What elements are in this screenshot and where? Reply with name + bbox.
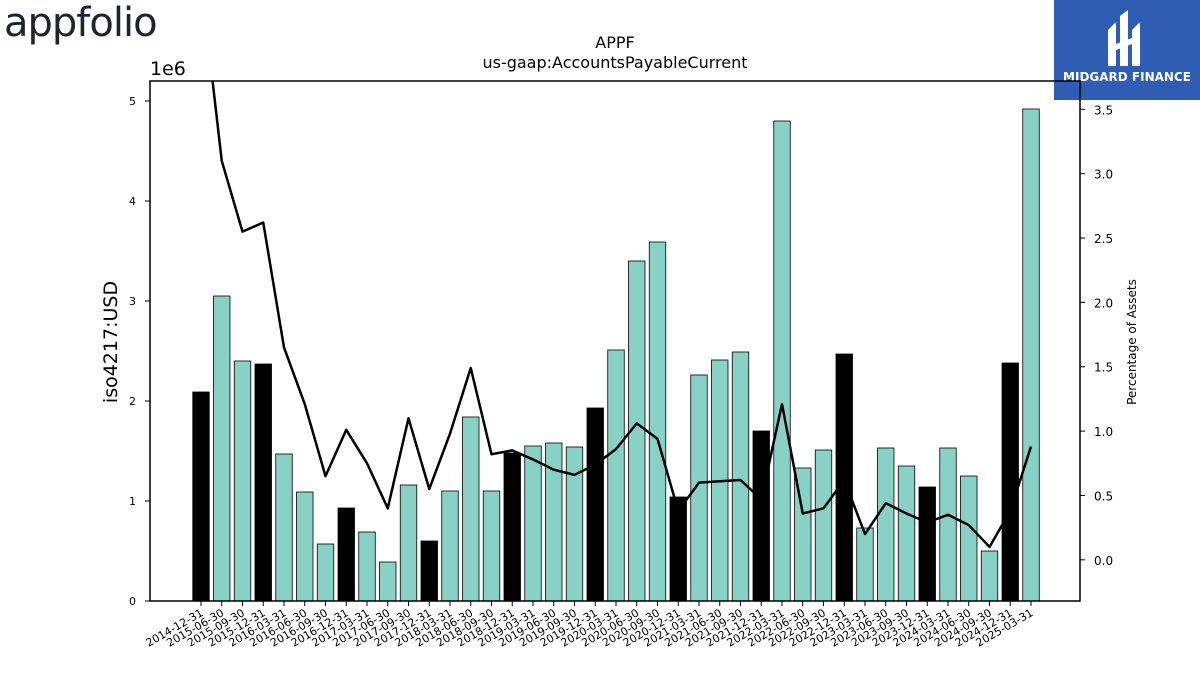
bar-2016-09-30 bbox=[316, 543, 335, 602]
appfolio-logo: appfolio bbox=[4, 0, 158, 46]
y2-tick-label: 2.5 bbox=[1094, 232, 1113, 246]
bar-2015-09-30 bbox=[233, 360, 252, 602]
bar-2023-03-31 bbox=[856, 527, 874, 602]
bar-2024-03-31 bbox=[939, 447, 957, 602]
midgard-finance-label: MIDGARD FINANCE bbox=[1063, 70, 1191, 84]
bar-2015-12-31 bbox=[254, 363, 272, 602]
y-tick-label: 1 bbox=[129, 495, 136, 508]
y2-axis-label: Percentage of Assets bbox=[1125, 279, 1139, 405]
bar-2020-09-30 bbox=[648, 241, 667, 602]
bar-2017-09-30 bbox=[399, 484, 418, 602]
y2-tick-label: 3.0 bbox=[1094, 168, 1113, 182]
bar-2017-06-30 bbox=[379, 561, 397, 602]
bar-2018-12-31 bbox=[503, 452, 521, 602]
y-multiplier-label: 1e6 bbox=[150, 58, 186, 80]
y2-tick-label: 0.5 bbox=[1094, 489, 1113, 503]
line-series-layer bbox=[211, 81, 1033, 549]
left-y-axis: 0 1 2 3 4 5 bbox=[129, 95, 150, 608]
bar-2021-12-31 bbox=[752, 430, 770, 602]
bar-2017-03-31 bbox=[358, 531, 376, 602]
right-y-axis: 0.0 0.5 1.0 1.5 2.0 2.5 3.0 3.5 bbox=[1080, 103, 1113, 568]
y2-tick-label: 1.0 bbox=[1094, 425, 1113, 439]
bar-series bbox=[192, 108, 1040, 602]
bar-2018-03-31 bbox=[441, 490, 459, 602]
y-tick-label: 4 bbox=[129, 195, 136, 208]
y2-tick-label: 1.5 bbox=[1094, 361, 1113, 375]
y-tick-label: 5 bbox=[129, 95, 136, 108]
bar-2024-09-30 bbox=[980, 550, 999, 602]
plot-border bbox=[149, 80, 1081, 602]
x-axis: 2014-12-312015-06-302015-09-302015-12-31… bbox=[144, 601, 1036, 650]
bar-2022-12-31 bbox=[835, 353, 853, 602]
bar-2020-12-31 bbox=[669, 496, 687, 602]
bar-2020-03-31 bbox=[607, 349, 625, 602]
bar-2025-03-31 bbox=[1022, 108, 1040, 602]
bar-2018-06-30 bbox=[462, 416, 480, 602]
y-tick-label: 3 bbox=[129, 295, 136, 308]
midgard-finance-logo: MIDGARD FINANCE bbox=[1054, 0, 1200, 100]
bar-2023-12-31 bbox=[918, 486, 936, 602]
percentage-of-assets-line bbox=[211, 81, 1033, 549]
y2-tick-label: 2.0 bbox=[1094, 296, 1113, 310]
y2-tick-label: 3.5 bbox=[1094, 103, 1113, 117]
y2-tick-label: 0.0 bbox=[1094, 554, 1113, 568]
y-tick-label: 0 bbox=[129, 595, 136, 608]
bar-2022-03-31 bbox=[773, 120, 791, 602]
chart-title: APPF bbox=[595, 33, 634, 52]
bar-2017-12-31 bbox=[420, 540, 438, 602]
bar-2023-06-30 bbox=[877, 447, 895, 602]
bar-2016-03-31 bbox=[275, 453, 293, 602]
bar-2022-09-30 bbox=[814, 449, 833, 602]
bar-2021-09-30 bbox=[731, 351, 750, 602]
bar-2019-09-30 bbox=[565, 446, 584, 602]
bar-2016-06-30 bbox=[296, 491, 314, 602]
bar-2019-12-31 bbox=[586, 407, 604, 602]
bar-2015-06-30 bbox=[213, 295, 231, 602]
plot-frame bbox=[149, 80, 1081, 602]
bar-2019-03-31 bbox=[524, 445, 542, 602]
bar-2024-12-31 bbox=[1001, 362, 1019, 602]
y-tick-label: 2 bbox=[129, 395, 136, 408]
bar-2016-12-31 bbox=[337, 507, 355, 602]
bar-2024-06-30 bbox=[960, 475, 978, 602]
bar-2014-12-31 bbox=[192, 391, 210, 602]
midgard-emblem-icon bbox=[1108, 10, 1140, 66]
bar-2018-09-30 bbox=[482, 490, 501, 602]
bar-2023-09-30 bbox=[897, 465, 916, 602]
chart-subtitle: us-gaap:AccountsPayableCurrent bbox=[482, 53, 747, 72]
bar-2021-03-31 bbox=[690, 374, 708, 602]
y-axis-label: iso4217:USD bbox=[100, 281, 122, 403]
